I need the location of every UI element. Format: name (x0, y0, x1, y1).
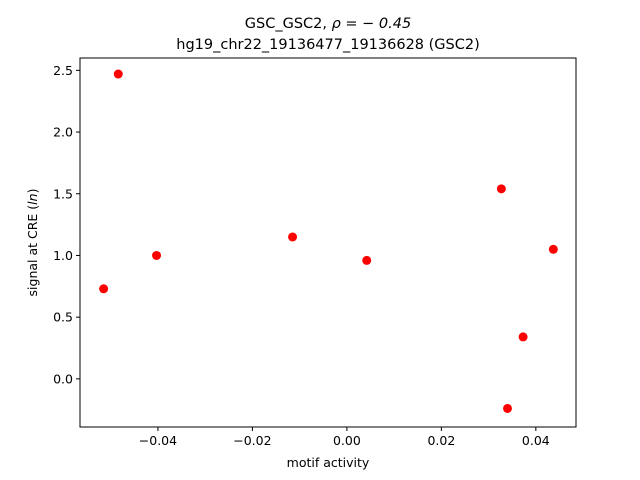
scatter-point (113, 69, 123, 79)
scatter-point (503, 403, 513, 413)
scatter-point (362, 255, 372, 265)
x-axis-ticks: −0.04 −0.02 0.00 0.02 0.04 (139, 427, 550, 448)
chart-title-line-1: GSC_GSC2, ρ = − 0.45 (245, 16, 411, 32)
x-tick-label: 0.00 (333, 433, 361, 448)
x-tick-label: −0.02 (233, 433, 271, 448)
chart-title-line-2: hg19_chr22_19136477_19136628 (GSC2) (176, 37, 480, 53)
y-tick-label: 1.5 (53, 186, 73, 201)
x-tick-label: 0.02 (427, 433, 455, 448)
y-tick-label: 0.5 (53, 310, 73, 325)
scatter-point (99, 284, 109, 294)
x-tick-label: 0.04 (522, 433, 550, 448)
scatter-point (518, 332, 528, 342)
y-axis-ticks: 0.0 0.5 1.0 1.5 2.0 2.5 (53, 63, 80, 386)
x-axis-label: motif activity (287, 455, 370, 470)
y-tick-label: 0.0 (53, 371, 73, 386)
plot-area (80, 58, 576, 427)
plot-frame (79, 57, 577, 428)
x-tick-label: −0.04 (139, 433, 177, 448)
y-tick-label: 1.0 (53, 248, 73, 263)
y-axis-label: signal at CRE (ln) (25, 189, 40, 297)
scatter-point (548, 244, 558, 254)
y-tick-label: 2.0 (53, 125, 73, 140)
data-points (99, 69, 558, 413)
y-tick-label: 2.5 (53, 63, 73, 78)
scatter-point (288, 232, 298, 242)
scatter-point (152, 250, 162, 260)
scatter-point (496, 184, 506, 194)
